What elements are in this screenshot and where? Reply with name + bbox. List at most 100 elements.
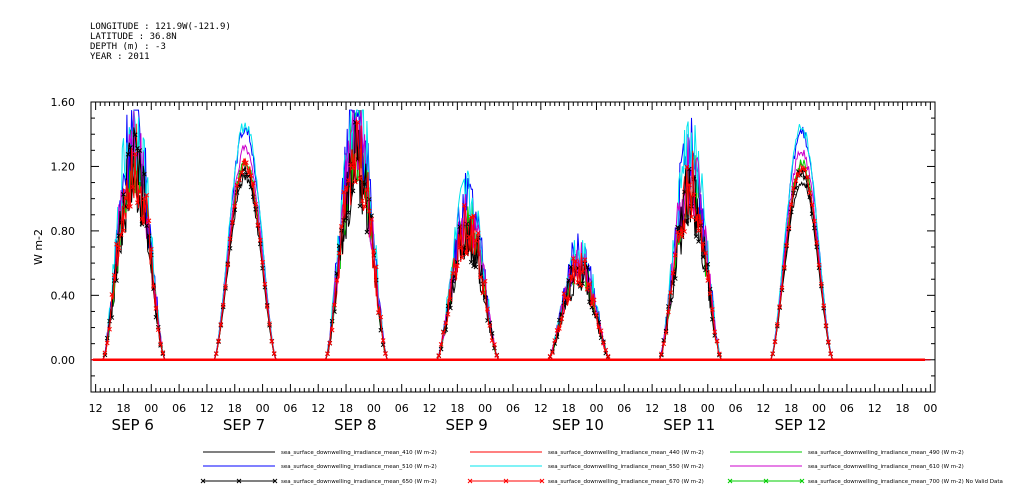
series-marker-7 [580,270,585,275]
series-marker-7 [550,350,555,356]
series-marker-7 [376,310,381,315]
x-hour-label: 18 [228,402,242,415]
series-marker-6 [234,190,240,195]
series-marker-7 [153,306,159,311]
series-line-6 [91,122,931,361]
legend-label: sea_surface_downwelling_irradiance_mean_… [281,464,437,470]
series-marker-7 [698,219,704,225]
x-hour-label: 00 [923,402,937,415]
series-marker-7 [260,259,265,265]
series-marker-7 [114,241,119,247]
longitude-text: LONGITUDE : 121.9W(-121.9) [90,22,231,32]
series-marker-7 [243,160,249,165]
legend: sea_surface_downwelling_irradiance_mean_… [200,450,1003,485]
series-marker-7 [793,178,799,184]
depth-text: DEPTH (m) : -3 [90,42,166,52]
series-marker-7 [118,232,124,237]
series-marker-7 [144,192,150,198]
series-marker-7 [482,278,488,284]
series-marker-7 [487,323,493,328]
series-marker-6 [471,263,476,269]
series-line-1 [91,123,931,361]
series-marker-7 [350,165,356,171]
x-hour-label: 06 [729,402,743,415]
x-hour-label: 18 [116,402,130,415]
x-hour-label: 00 [701,402,715,415]
x-hour-label: 12 [89,402,103,415]
series-marker-7 [383,351,388,356]
legend-marker [503,478,509,484]
series-marker-6 [464,221,469,227]
series-marker-7 [107,326,112,332]
series-marker-7 [237,177,242,183]
series-marker-6 [554,334,560,340]
legend-label: sea_surface_downwelling_irradiance_mean_… [281,450,437,456]
series-marker-7 [566,296,572,302]
series-marker-7 [700,241,706,246]
series-marker-7 [805,174,810,180]
y-tick-label: 0.80 [51,225,76,238]
series-marker-7 [485,306,490,312]
series-marker-7 [343,184,349,190]
series-marker-6 [482,295,488,301]
series-marker-7 [450,270,456,276]
series-marker-7 [223,284,228,289]
series-marker-7 [461,202,467,208]
series-marker-7 [682,229,687,234]
series-marker-7 [816,262,822,268]
series-marker-7 [703,250,708,256]
series-marker-7 [155,327,161,333]
series-marker-7 [668,290,674,296]
series-marker-7 [121,228,126,234]
y-tick-label: 0.00 [51,354,76,367]
series-marker-7 [696,228,701,233]
series-marker-7 [225,262,231,268]
series-marker-7 [366,208,372,214]
series-marker-7 [559,316,565,322]
x-day-label: SEP 12 [775,416,827,434]
series-marker-7 [705,278,711,283]
legend-label: sea_surface_downwelling_irradiance_mean_… [281,479,437,485]
series-marker-7 [373,264,379,270]
series-marker-7 [336,250,342,256]
x-hour-label: 00 [812,402,826,415]
series-marker-7 [148,246,154,252]
series-marker-7 [809,202,815,208]
x-hour-label: 12 [200,402,214,415]
y-tick-label: 1.60 [51,96,76,109]
series-marker-7 [582,257,588,263]
series-marker-6 [557,317,562,323]
series-marker-6 [107,318,112,324]
series-marker-6 [791,190,796,196]
series-marker-7 [603,347,609,353]
series-marker-6 [448,305,453,311]
series-marker-7 [466,234,472,240]
series-marker-7 [663,330,669,335]
axis-ticks [90,101,936,393]
series-marker-7 [587,281,592,287]
legend-marker [539,478,545,484]
y-tick-label: 1.20 [51,160,76,173]
series-marker-7 [814,240,820,245]
series-marker-7 [364,187,370,193]
series-marker-6 [357,203,363,209]
series-marker-7 [693,217,699,223]
series-marker-7 [779,285,785,291]
series-marker-7 [341,189,347,195]
series-marker-7 [213,351,219,356]
series-marker-7 [160,350,166,355]
series-marker-7 [352,179,358,185]
series-marker-7 [661,341,667,347]
series-marker-6 [693,234,699,239]
series-marker-7 [441,330,446,335]
series-marker-7 [547,353,553,359]
series-marker-7 [772,339,778,345]
series-marker-7 [819,281,824,287]
series-marker-6 [672,276,678,281]
x-hour-label: 12 [868,402,882,415]
year-text: YEAR : 2011 [90,52,150,62]
series-marker-7 [557,326,562,331]
series-marker-7 [355,120,361,125]
series-layer [91,109,931,362]
series-marker-7 [807,190,813,196]
